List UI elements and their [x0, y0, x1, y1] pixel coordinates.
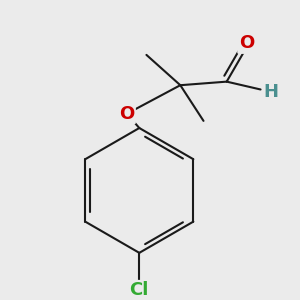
Text: Cl: Cl: [130, 281, 149, 299]
Text: H: H: [264, 83, 279, 101]
Text: O: O: [239, 34, 254, 52]
Text: O: O: [119, 105, 134, 123]
